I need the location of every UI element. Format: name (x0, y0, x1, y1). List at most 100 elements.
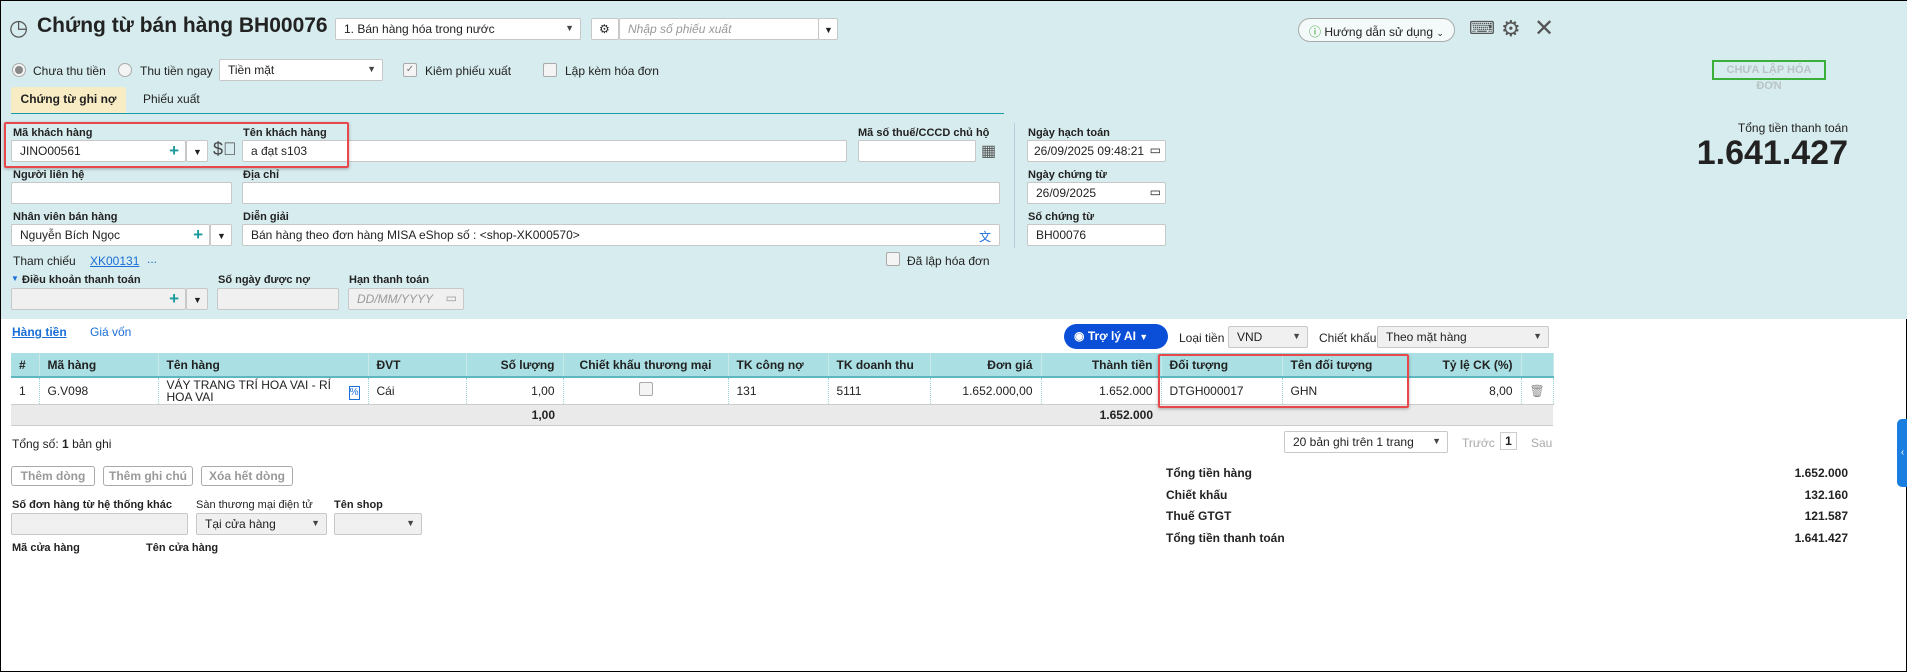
cell-discount-rate[interactable]: 8,00 (1408, 377, 1522, 405)
calendar-icon[interactable]: ▭ (1149, 143, 1161, 157)
with-invoice-checkbox[interactable] (543, 63, 557, 77)
totals-row: 1,00 1.652.000 (11, 404, 1554, 426)
settings-icon[interactable]: ⚙ (1501, 16, 1521, 41)
tab-debit-voucher[interactable]: Chứng từ ghi nợ (11, 87, 126, 113)
salesperson-dropdown[interactable]: ▼ (210, 224, 232, 246)
salesperson-value: Nguyễn Bích Ngọc (20, 228, 121, 242)
address-input[interactable] (242, 182, 1000, 204)
page-size-select[interactable]: 20 bản ghi trên 1 trang ▼ (1284, 431, 1448, 453)
currency-select[interactable]: VND ▼ (1228, 326, 1308, 348)
cell-code[interactable]: G.V098 (39, 377, 159, 405)
col-discount-rate: Tỷ lệ CK (%) (1408, 353, 1522, 378)
tax-label: Mã số thuế/CCCD chủ hộ (858, 127, 990, 139)
tab-goods[interactable]: Hàng tiền (12, 325, 67, 339)
salesperson-input[interactable]: Nguyễn Bích Ngọc + (11, 224, 210, 246)
voucher-type-select[interactable]: 1. Bán hàng hóa trong nước ▼ (335, 18, 581, 40)
radio-unpaid[interactable] (12, 63, 26, 77)
col-no: # (11, 353, 40, 378)
tax-lookup-icon[interactable]: ▦ (981, 143, 997, 160)
customer-code-input[interactable]: JINO00561 + (11, 140, 186, 162)
payment-terms-input[interactable]: + (11, 288, 186, 310)
contact-input[interactable] (11, 182, 232, 204)
ai-assistant-button[interactable]: ◉ Trợ lý AI ▼ (1064, 324, 1168, 349)
discount-doc-icon[interactable]: % (348, 386, 360, 400)
cell-qty[interactable]: 1,00 (466, 377, 564, 405)
add-icon[interactable]: + (193, 225, 203, 244)
summary-discount-label: Chiết khấu (1166, 488, 1228, 502)
cell-trade-discount[interactable] (563, 377, 729, 405)
cell-unit[interactable]: Cái (368, 377, 467, 405)
payment-terms-dropdown[interactable]: ▼ (186, 288, 208, 310)
record-count-value: 1 (62, 437, 69, 451)
cell-name[interactable]: VÁY TRANG TRÍ HOA VAI - RÍ HOA VAI% (158, 377, 369, 405)
due-date-input[interactable]: DD/MM/YYYY ▭ (348, 288, 464, 310)
next-page-button[interactable]: Sau (1531, 436, 1553, 450)
trade-discount-checkbox[interactable] (638, 382, 653, 397)
add-icon[interactable]: + (169, 289, 179, 308)
cell-object-name[interactable]: GHN (1282, 377, 1409, 405)
divider (1014, 123, 1015, 248)
export-no-input[interactable]: Nhập số phiếu xuất (619, 18, 819, 40)
prev-page-button[interactable]: Trước (1462, 436, 1495, 450)
cell-object[interactable]: DTGH000017 (1161, 377, 1283, 405)
voucher-no-input[interactable]: BH00076 (1027, 224, 1166, 246)
col-unit: ĐVT (368, 353, 467, 378)
currency-label: Loại tiền (1179, 331, 1225, 345)
discount-mode-select[interactable]: Theo mặt hàng ▼ (1377, 326, 1549, 348)
description-input[interactable]: Bán hàng theo đơn hàng MISA eShop số : <… (242, 224, 1000, 246)
gear-icon[interactable]: ⚙ (591, 18, 619, 40)
translate-icon[interactable]: 文 (978, 230, 991, 244)
col-revenue-account: TK doanh thu (828, 353, 931, 378)
calendar-icon[interactable]: ▭ (1149, 185, 1161, 199)
close-icon[interactable]: ✕ (1534, 15, 1555, 42)
add-note-button[interactable]: Thêm ghi chú (103, 466, 193, 486)
collapse-icon[interactable]: ▼ (11, 274, 19, 283)
shop-label: Tên shop (334, 499, 383, 511)
invoiced-label: Đã lập hóa đơn (907, 254, 990, 268)
calendar-icon[interactable]: ▭ (445, 291, 457, 305)
export-no-dropdown[interactable]: ▼ (818, 18, 838, 40)
page-number[interactable]: 1 (1500, 432, 1517, 450)
radio-paid-now[interactable] (118, 63, 132, 77)
delete-all-rows-button[interactable]: Xóa hết dòng (201, 466, 293, 486)
credit-days-input[interactable] (217, 288, 339, 310)
keyboard-icon[interactable]: ⌨ (1469, 18, 1495, 38)
col-code: Mã hàng (39, 353, 159, 378)
side-panel-toggle[interactable]: ‹ (1897, 419, 1907, 487)
history-icon[interactable]: ◷ (9, 15, 29, 40)
shop-select[interactable]: ▼ (334, 513, 422, 535)
posting-date-label: Ngày hạch toán (1028, 127, 1110, 139)
tab-export-slip[interactable]: Phiếu xuất (143, 92, 200, 106)
payment-method-select[interactable]: Tiền mặt ▼ (219, 59, 383, 81)
col-actions (1521, 353, 1554, 378)
with-invoice-label: Lập kèm hóa đơn (565, 64, 659, 78)
tab-cost[interactable]: Giá vốn (90, 325, 132, 339)
table-row[interactable]: 1 G.V098 VÁY TRANG TRÍ HOA VAI - RÍ HOA … (11, 377, 1554, 405)
tax-input[interactable] (858, 140, 976, 162)
invoiced-checkbox[interactable] (886, 252, 900, 266)
voucher-type-value: 1. Bán hàng hóa trong nước (344, 22, 495, 36)
reference-more-link[interactable]: ... (147, 252, 158, 266)
cell-price[interactable]: 1.652.000,00 (930, 377, 1042, 405)
ai-bot-icon: ◉ (1074, 329, 1085, 343)
with-export-checkbox[interactable]: ✓ (403, 63, 417, 77)
ecommerce-label: Sàn thương mại điện tử (196, 499, 313, 511)
voucher-date-input[interactable]: 26/09/2025 ▭ (1027, 182, 1166, 204)
add-row-button[interactable]: Thêm dòng (11, 466, 95, 486)
dollar-icon[interactable]: $⃝ (213, 139, 237, 159)
cell-debt-account[interactable]: 131 (728, 377, 829, 405)
customer-dropdown[interactable]: ▼ (186, 140, 208, 162)
posting-date-input[interactable]: 26/09/2025 09:48:21 ▭ (1027, 140, 1166, 162)
reference-link[interactable]: XK00131 (90, 254, 140, 268)
due-date-label: Hạn thanh toán (349, 274, 430, 286)
discount-mode-value: Theo mặt hàng (1386, 330, 1467, 344)
help-button[interactable]: ⓘ Hướng dẫn sử dụng ⌄ (1298, 18, 1455, 42)
delete-row-icon[interactable]: 🗑 (1521, 377, 1554, 405)
add-icon[interactable]: + (169, 141, 179, 160)
customer-name-input[interactable]: a đạt s103 (242, 140, 847, 162)
cell-amount[interactable]: 1.652.000 (1041, 377, 1162, 405)
cell-revenue-account[interactable]: 5111 (828, 377, 931, 405)
order-no-input[interactable] (11, 513, 188, 535)
store-code-label: Mã cửa hàng (12, 542, 80, 554)
ecommerce-select[interactable]: Tại cửa hàng ▼ (196, 513, 327, 535)
